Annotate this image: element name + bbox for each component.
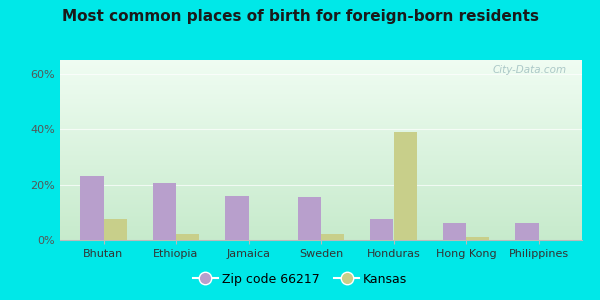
Bar (370, 219, 394, 240)
Bar (394, 132, 417, 240)
Bar (321, 235, 344, 240)
Bar (104, 219, 127, 240)
Bar (515, 224, 539, 240)
Bar (176, 235, 199, 240)
Bar (466, 237, 489, 240)
Bar (153, 183, 176, 240)
Bar (80, 176, 104, 240)
Bar (443, 224, 466, 240)
Text: Most common places of birth for foreign-born residents: Most common places of birth for foreign-… (62, 9, 539, 24)
Legend: Zip code 66217, Kansas: Zip code 66217, Kansas (188, 268, 412, 291)
Bar (226, 196, 248, 240)
Text: City-Data.com: City-Data.com (492, 65, 566, 75)
Bar (298, 197, 321, 240)
